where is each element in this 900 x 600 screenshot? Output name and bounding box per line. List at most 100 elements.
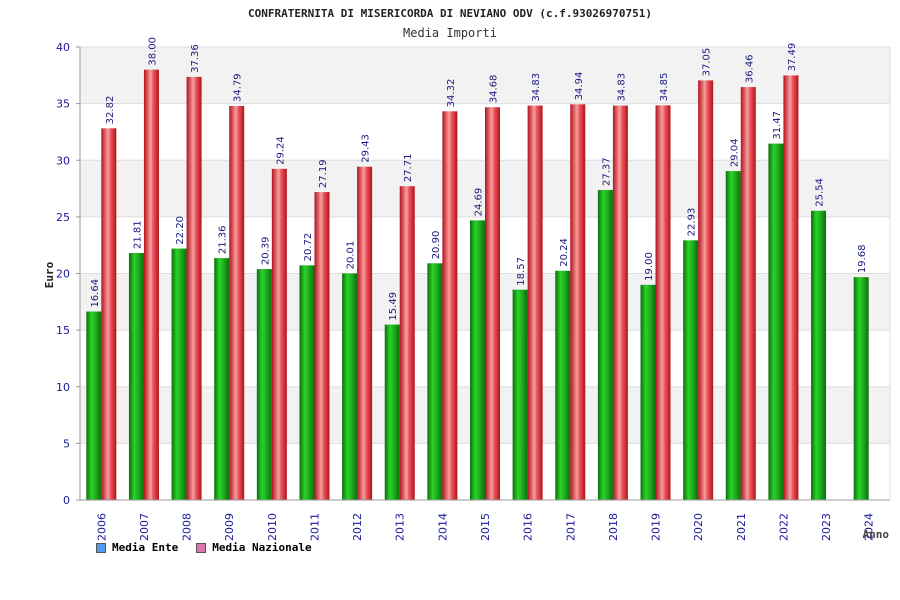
value-label: 37.05	[702, 48, 713, 77]
value-label: 27.37	[601, 157, 612, 186]
x-tick-label: 2012	[351, 513, 364, 541]
value-label: 31.47	[772, 111, 783, 140]
bar-media-ente-2007	[128, 253, 144, 500]
bar-media-nazionale-2022	[783, 75, 799, 500]
y-tick-label: 30	[56, 154, 70, 167]
bar-media-nazionale-2015	[485, 107, 500, 501]
bar-media-nazionale-2019	[655, 105, 671, 500]
value-label: 34.85	[659, 73, 670, 102]
bar-media-ente-2024	[853, 277, 869, 500]
bar-media-nazionale-2010	[271, 168, 287, 500]
x-tick-label: 2008	[181, 513, 194, 541]
bar-media-nazionale-2017	[570, 104, 586, 500]
bar-media-ente-2020	[683, 240, 699, 500]
x-tick-label: 2015	[479, 513, 492, 541]
value-label: 27.19	[318, 159, 329, 188]
x-tick-label: 2014	[436, 513, 449, 541]
value-label: 34.94	[574, 72, 585, 101]
bar-media-ente-2014	[427, 263, 443, 500]
x-tick-label: 2011	[308, 513, 321, 541]
y-tick-label: 10	[56, 381, 70, 394]
bar-media-ente-2015	[470, 220, 485, 501]
value-label: 34.83	[616, 73, 627, 102]
value-label: 37.49	[787, 43, 798, 72]
y-tick-label: 25	[56, 211, 70, 224]
chart-title: CONFRATERNITA DI MISERICORDA DI NEVIANO …	[248, 7, 652, 20]
value-label: 18.57	[516, 257, 527, 286]
bar-media-nazionale-2012	[357, 166, 373, 500]
bar-media-ente-2006	[86, 311, 102, 500]
bar-media-ente-2011	[299, 265, 315, 500]
bar-media-ente-2017	[555, 270, 571, 500]
y-tick-label: 40	[56, 41, 70, 54]
bar-media-nazionale-2016	[527, 105, 543, 501]
y-tick-label: 20	[56, 268, 70, 281]
value-label: 32.82	[105, 96, 116, 125]
value-label: 22.93	[687, 208, 698, 237]
legend-label: Media Nazionale	[212, 541, 312, 554]
value-label: 29.24	[275, 136, 286, 165]
bar-media-nazionale-2011	[314, 192, 330, 501]
y-tick-label: 5	[63, 437, 70, 450]
value-label: 21.81	[132, 220, 143, 249]
value-label: 34.83	[531, 73, 542, 102]
y-axis-label: Euro	[43, 261, 56, 288]
legend-item-media-nazionale: Media Nazionale	[196, 541, 312, 554]
bar-media-nazionale-2013	[399, 186, 415, 500]
bar-media-ente-2023	[811, 210, 827, 500]
bar-media-ente-2016	[512, 289, 528, 500]
value-label: 20.72	[303, 233, 314, 262]
value-label: 24.69	[474, 188, 485, 217]
bar-media-nazionale-2006	[101, 128, 117, 500]
bars	[86, 69, 869, 501]
value-label: 20.39	[260, 236, 271, 265]
x-tick-label: 2007	[138, 513, 151, 541]
value-label: 34.79	[233, 73, 244, 102]
value-label: 38.00	[147, 37, 158, 66]
x-tick-label: 2010	[266, 513, 279, 541]
x-axis-label: Anno	[863, 528, 890, 541]
bar-media-ente-2019	[640, 284, 656, 500]
x-tick-label: 2020	[692, 513, 705, 541]
value-label: 27.71	[403, 154, 414, 183]
bar-media-ente-2009	[214, 258, 230, 500]
bar-media-nazionale-2020	[698, 80, 714, 500]
bar-media-nazionale-2009	[229, 106, 245, 501]
legend: Media Ente Media Nazionale	[96, 541, 312, 554]
value-label: 20.90	[431, 231, 442, 260]
x-tick-labels: 2006 2007 2008 2009 2010 2011 2012 2013 2014 2015…	[95, 513, 875, 541]
value-label: 34.32	[446, 79, 457, 108]
x-tick-label: 2022	[777, 513, 790, 541]
y-tick-label: 35	[56, 98, 70, 111]
value-label: 19.68	[857, 244, 868, 273]
x-tick-label: 2019	[650, 513, 663, 541]
bar-media-ente-2018	[597, 190, 613, 501]
x-tick-label: 2009	[223, 513, 236, 541]
x-tick-label: 2024	[863, 513, 876, 541]
y-tick-label: 15	[56, 324, 70, 337]
legend-swatch	[96, 542, 106, 553]
chart-subtitle: Media Importi	[403, 26, 497, 40]
value-label: 21.36	[218, 225, 229, 254]
value-label: 20.24	[559, 238, 570, 267]
bar-media-ente-2022	[768, 143, 784, 501]
value-label: 19.00	[644, 252, 655, 281]
bar-media-ente-2012	[342, 273, 358, 500]
value-labels: 16.64 21.81 22.20 21.36 20.39 20.72 20.01 15.49…	[90, 37, 868, 321]
x-tick-label: 2018	[607, 513, 620, 541]
value-label: 36.46	[744, 54, 755, 83]
legend-swatch	[196, 542, 207, 553]
x-tick-label: 2023	[820, 513, 833, 541]
legend-label: Media Ente	[112, 541, 179, 554]
x-tick-label: 2021	[735, 513, 748, 541]
y-tick-labels: 0 5 10 15 20 25 30 35 40	[56, 41, 80, 507]
value-label: 22.20	[175, 216, 186, 245]
bar-media-ente-2008	[171, 248, 187, 500]
bar-media-nazionale-2018	[612, 105, 628, 501]
x-tick-label: 2013	[394, 513, 407, 541]
value-label: 20.01	[346, 241, 357, 270]
bar-media-nazionale-2021	[740, 87, 756, 500]
bar-media-ente-2010	[256, 269, 272, 500]
x-tick-label: 2017	[564, 513, 577, 541]
bar-media-ente-2021	[725, 171, 741, 500]
